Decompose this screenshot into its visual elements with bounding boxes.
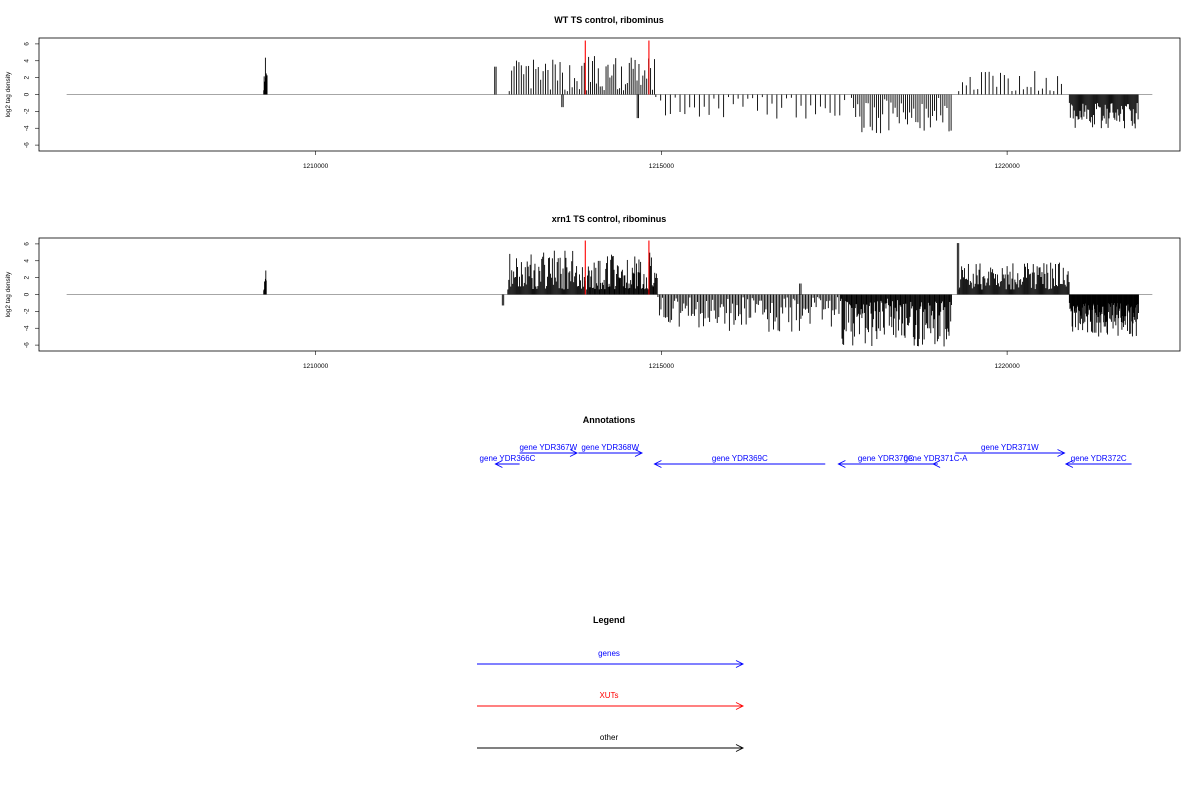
gene-arrow-head — [1057, 449, 1066, 457]
legend-arrow-head — [735, 660, 745, 668]
x-tick-label: 1210000 — [303, 363, 329, 370]
gene-arrow-head — [653, 460, 662, 468]
legend-arrow-head — [735, 702, 745, 710]
y-tick-label: -6 — [24, 142, 31, 148]
y-axis-label: log2 tag density — [5, 271, 12, 317]
x-axis: 1210000 1215000 1220000 — [303, 151, 1020, 170]
y-tick-label: -2 — [24, 108, 31, 114]
legend-title: Legend — [593, 615, 625, 625]
y-tick-label: 4 — [24, 59, 31, 63]
x-tick-label: 1215000 — [649, 363, 675, 370]
gene-arrow-head — [932, 460, 941, 468]
density-bars — [263, 56, 1139, 134]
gene-label: gene YDR372C — [1071, 454, 1127, 463]
legend-label: XUTs — [599, 691, 618, 700]
gene-label: gene YDR370C — [858, 454, 914, 463]
y-tick-label: 0 — [24, 292, 31, 296]
y-tick-label: 6 — [24, 242, 31, 246]
x-tick-label: 1210000 — [303, 163, 329, 170]
gene-arrow-head — [494, 460, 503, 468]
xrn1-density-panel: xrn1 TS control, ribominus -6 -4 -2 0 2 4 6 12… — [5, 214, 1181, 370]
gene-arrow-head — [1064, 460, 1074, 468]
y-tick-label: 2 — [24, 275, 31, 279]
y-tick-label: -2 — [24, 308, 31, 314]
gene-arrow-head — [569, 449, 579, 457]
panel-title: xrn1 TS control, ribominus — [552, 214, 667, 224]
y-tick-label: 6 — [24, 42, 31, 46]
y-tick-label: 0 — [24, 92, 31, 96]
y-tick-label: -4 — [24, 125, 31, 131]
gene-tracks: gene YDR367W gene YDR366C gene YDR368W gene… — [480, 443, 1132, 468]
y-axis: -6 -4 -2 0 2 4 6 — [24, 242, 39, 348]
gene-label: gene YDR371W — [981, 443, 1039, 452]
gene-label: gene YDR368W — [581, 443, 639, 452]
y-tick-label: 2 — [24, 75, 31, 79]
legend-label: other — [600, 733, 619, 742]
x-tick-label: 1220000 — [994, 163, 1020, 170]
y-tick-label: -6 — [24, 342, 31, 348]
x-axis: 1210000 1215000 1220000 — [303, 351, 1020, 370]
gene-label: gene YDR366C — [480, 454, 536, 463]
annotations-title: Annotations — [583, 415, 636, 425]
y-axis: -6 -4 -2 0 2 4 6 — [24, 42, 39, 148]
y-tick-label: -4 — [24, 325, 31, 331]
x-tick-label: 1220000 — [994, 363, 1020, 370]
panel-title: WT TS control, ribominus — [554, 15, 664, 25]
x-tick-label: 1215000 — [649, 163, 675, 170]
gene-label: gene YDR369C — [712, 454, 768, 463]
legend-label: genes — [598, 649, 620, 658]
y-axis-label: log2 tag density — [5, 71, 12, 117]
gene-arrow-head — [837, 460, 846, 468]
gene-label: gene YDR371C-A — [904, 454, 969, 463]
gene-arrow-head — [634, 449, 644, 457]
gene-label: gene YDR367W — [519, 443, 577, 452]
y-tick-label: 4 — [24, 259, 31, 263]
legend-arrow-head — [735, 744, 745, 752]
legend: Legend genes XUTs other — [477, 615, 745, 752]
density-bars — [263, 243, 1139, 347]
wt-density-panel: WT TS control, ribominus -6 -4 -2 0 2 4 6 1210… — [5, 15, 1181, 170]
